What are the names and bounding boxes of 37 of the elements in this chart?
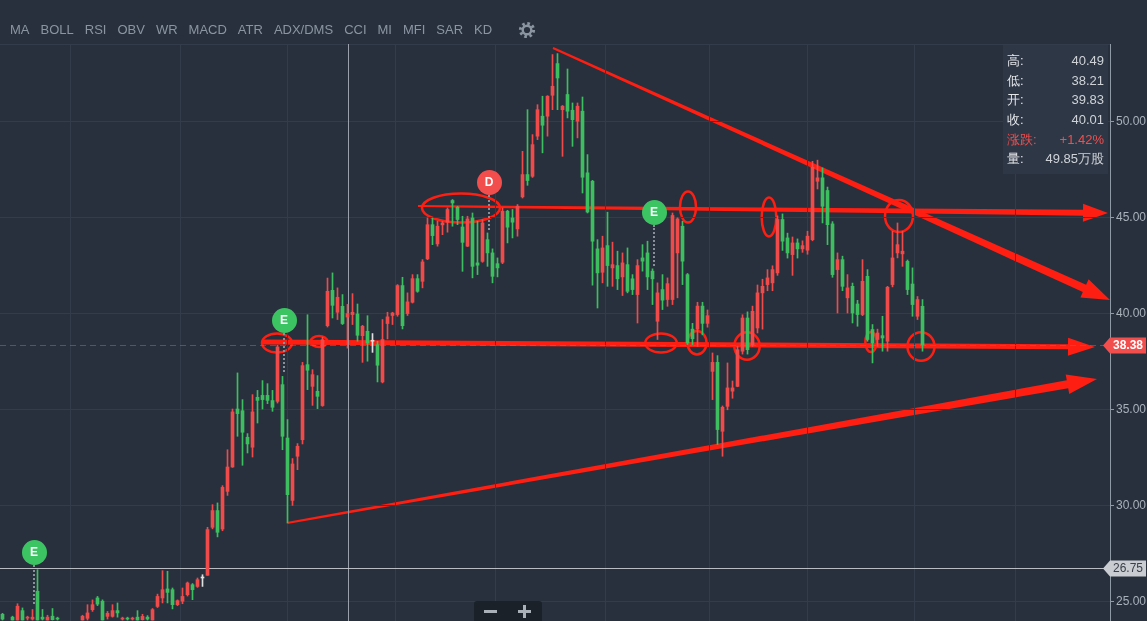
- y-tick-label: 35.00: [1116, 402, 1147, 417]
- annotation: 收:: [1007, 111, 1024, 130]
- y-tick-label: 40.00: [1116, 306, 1147, 321]
- text: BOLL: [40, 22, 74, 37]
- letter-badge: E: [271, 308, 297, 333]
- letter-badge: D: [476, 170, 502, 195]
- text: CCI: [344, 22, 367, 37]
- text: RSI: [84, 22, 107, 37]
- text: WR: [155, 22, 178, 37]
- annotation: 低:: [1007, 71, 1024, 90]
- ref-line-label: 38.38: [1112, 338, 1144, 353]
- text: MFI: [402, 22, 426, 37]
- letter-badge: E: [641, 200, 667, 225]
- annotation: 40.49: [1071, 52, 1104, 70]
- annotation: 量:: [1007, 150, 1024, 169]
- letter-badge: E: [21, 540, 47, 565]
- text: MI: [377, 22, 392, 37]
- annotation: 高:: [1007, 52, 1024, 70]
- text: ADX/DMS: [273, 22, 334, 37]
- annotation: 39.83: [1071, 91, 1104, 110]
- text: KD: [474, 22, 493, 37]
- text: MA: [10, 22, 30, 37]
- y-tick-label: 25.00: [1116, 594, 1147, 609]
- text: OBV: [117, 22, 145, 37]
- annotation: 38.21: [1071, 71, 1104, 90]
- annotation: 40.01: [1071, 111, 1104, 130]
- y-tick-label: 45.00: [1116, 210, 1147, 225]
- annotation: 开:: [1007, 91, 1024, 110]
- annotation: 49.85万股: [1045, 150, 1104, 169]
- annotation: 涨跌:: [1007, 130, 1037, 149]
- ref-line-label: 26.75: [1112, 561, 1144, 576]
- y-tick-label: 50.00: [1116, 114, 1147, 129]
- y-tick-label: 30.00: [1116, 498, 1147, 513]
- text: SAR: [436, 22, 464, 37]
- annotation: +1.42%: [1059, 130, 1104, 149]
- text: ATR: [237, 22, 263, 37]
- text: MACD: [188, 22, 227, 37]
